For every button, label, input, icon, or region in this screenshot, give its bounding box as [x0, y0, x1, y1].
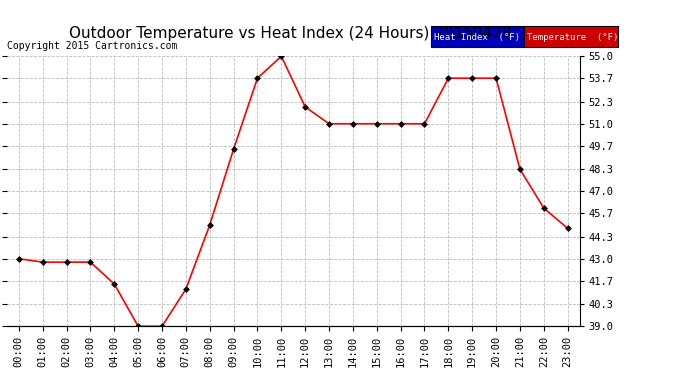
- Text: Heat Index  (°F): Heat Index (°F): [434, 33, 520, 42]
- Text: Temperature  (°F): Temperature (°F): [527, 33, 618, 42]
- Text: Copyright 2015 Cartronics.com: Copyright 2015 Cartronics.com: [7, 41, 177, 51]
- Text: Outdoor Temperature vs Heat Index (24 Hours) 20150428: Outdoor Temperature vs Heat Index (24 Ho…: [69, 26, 511, 41]
